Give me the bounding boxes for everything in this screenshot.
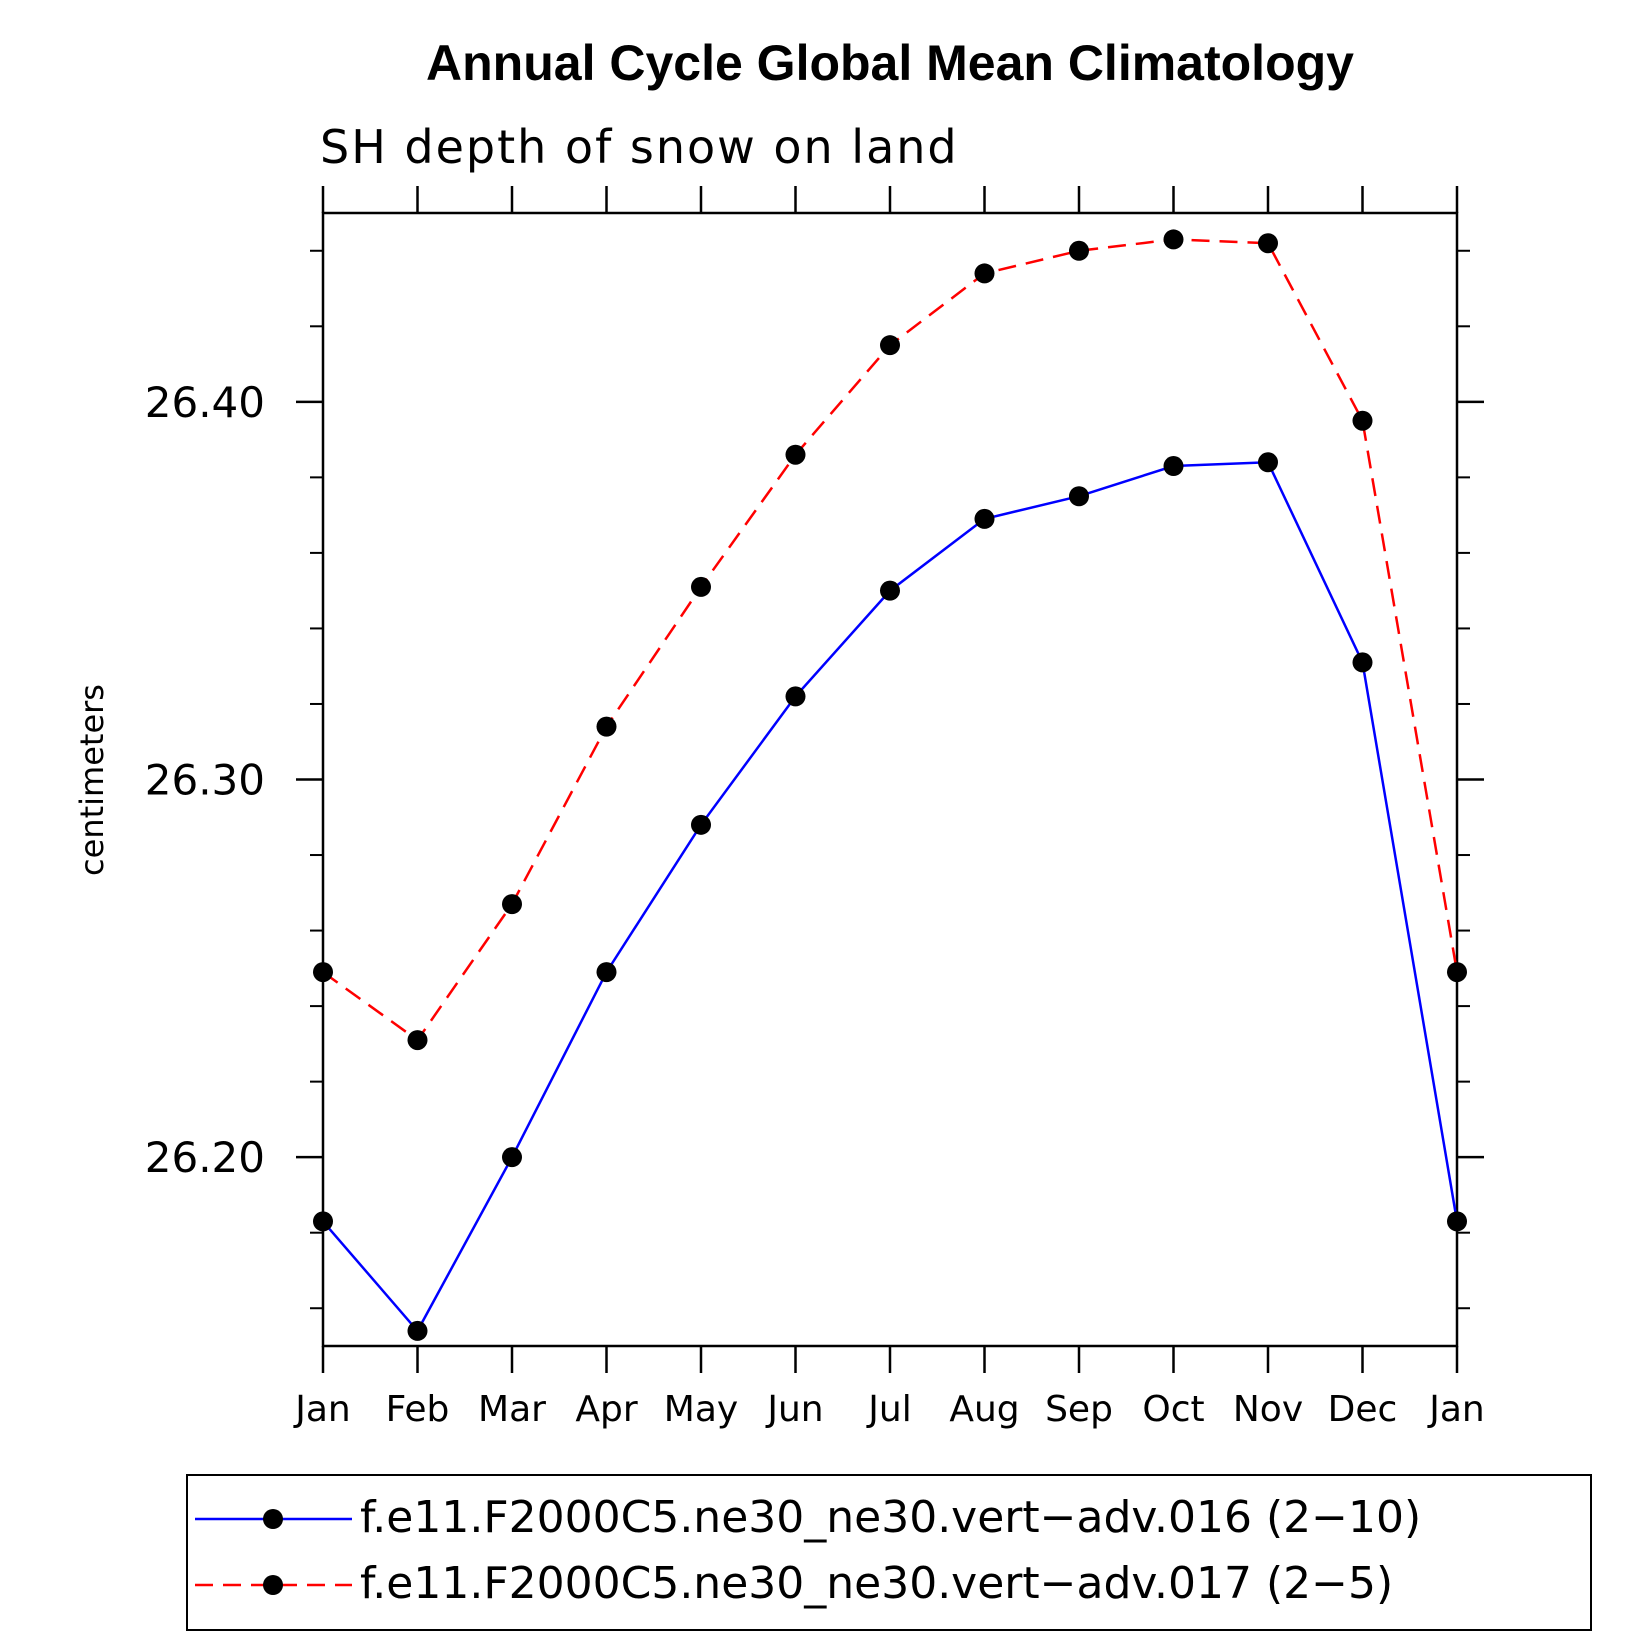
x-tick-label: Jan	[293, 1389, 351, 1430]
x-tick-label: Oct	[1142, 1389, 1204, 1430]
y-axis-label: centimeters	[73, 684, 111, 876]
series-line-2	[322, 238, 1459, 1042]
x-tick-label: Mar	[478, 1389, 546, 1430]
data-point-series-2	[596, 716, 617, 737]
data-point-series-2	[1163, 229, 1184, 250]
legend-items	[195, 1509, 352, 1595]
data-point-series-2	[407, 1030, 428, 1051]
data-point-series-1	[880, 580, 900, 601]
legend-label-series-2: f.e11.F2000C5.ne30_ne30.vert−adv.017 (2−…	[360, 1558, 1393, 1609]
x-tick-label: Apr	[575, 1389, 637, 1430]
data-point-series-1	[1163, 456, 1184, 477]
x-tick-label: Jun	[765, 1389, 823, 1430]
data-point-series-1	[785, 686, 806, 707]
plot-frame	[321, 211, 1459, 1348]
chart-title: Annual Cycle Global Mean Climatology	[426, 35, 1354, 91]
x-tick-label: Dec	[1328, 1389, 1398, 1430]
data-point-series-2	[313, 962, 333, 983]
data-point-series-1	[313, 1211, 333, 1232]
data-point-series-2	[880, 335, 900, 356]
data-point-series-1	[691, 814, 711, 835]
y-tick-label: 26.30	[145, 756, 265, 805]
legend-label-series-1: f.e11.F2000C5.ne30_ne30.vert−adv.016 (2−…	[360, 1492, 1421, 1543]
data-point-series-1	[407, 1320, 428, 1341]
legend-marker-series-1	[263, 1509, 283, 1529]
data-point-series-1	[596, 962, 617, 983]
data-point-series-1	[1352, 652, 1373, 673]
x-tick-label: May	[664, 1389, 738, 1430]
data-point-series-1	[1069, 486, 1089, 507]
x-tick-label: Feb	[386, 1389, 450, 1430]
data-point-series-1	[974, 508, 995, 529]
legend-box	[186, 1474, 1592, 1631]
data-point-series-2	[1069, 240, 1089, 261]
legend-marker-series-2	[263, 1575, 283, 1595]
y-tick-label: 26.40	[145, 378, 265, 427]
x-tick-label: Jul	[866, 1389, 911, 1430]
x-tick-label: Nov	[1233, 1389, 1303, 1430]
data-point-series-2	[1258, 233, 1278, 254]
data-point-series-1	[502, 1147, 522, 1168]
series-layer	[313, 229, 1467, 1341]
data-point-series-2	[502, 894, 522, 915]
data-point-series-1	[1258, 452, 1278, 473]
chart-subtitle: SH depth of snow on land	[320, 120, 959, 174]
data-point-series-1	[1447, 1211, 1467, 1232]
plot-axes: Jan Feb Mar Apr May Jun Jul Aug Sep Oct Nov Dec Jan 2…	[145, 186, 1485, 1430]
x-tick-label: Jan	[1427, 1389, 1485, 1430]
y-tick-label: 26.20	[145, 1133, 265, 1182]
data-point-series-2	[691, 576, 711, 597]
legend: f.e11.F2000C5.ne30_ne30.vert−adv.016 (2−…	[186, 1474, 1592, 1631]
x-tick-label: Aug	[949, 1389, 1019, 1430]
data-point-series-2	[1447, 962, 1467, 983]
x-tick-label: Sep	[1045, 1389, 1113, 1430]
data-point-series-2	[974, 263, 995, 284]
data-point-series-2	[1352, 410, 1373, 431]
data-point-series-2	[785, 444, 806, 465]
